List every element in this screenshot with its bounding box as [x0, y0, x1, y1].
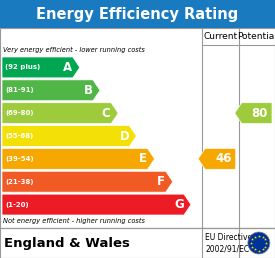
Text: (21-38): (21-38) [5, 179, 34, 185]
Text: EU Directive
2002/91/EC: EU Directive 2002/91/EC [205, 233, 252, 253]
Text: Very energy efficient - lower running costs: Very energy efficient - lower running co… [3, 47, 145, 53]
Polygon shape [2, 103, 118, 124]
Text: England & Wales: England & Wales [4, 237, 130, 249]
Text: F: F [157, 175, 165, 188]
Polygon shape [2, 194, 191, 215]
Text: E: E [139, 152, 147, 165]
Text: Potential: Potential [237, 32, 275, 41]
Polygon shape [2, 126, 136, 147]
Bar [0, 0, 275, 28]
Bar [0, 28, 275, 228]
Text: Not energy efficient - higher running costs: Not energy efficient - higher running co… [3, 218, 145, 224]
Text: G: G [174, 198, 184, 211]
Text: D: D [119, 130, 129, 142]
Polygon shape [198, 148, 236, 169]
Text: (39-54): (39-54) [5, 156, 34, 162]
Polygon shape [2, 80, 100, 101]
Text: (55-68): (55-68) [5, 133, 33, 139]
Text: 80: 80 [252, 107, 268, 120]
Polygon shape [2, 171, 173, 192]
Polygon shape [235, 103, 272, 124]
Text: B: B [84, 84, 92, 97]
Text: C: C [102, 107, 111, 120]
Text: A: A [63, 61, 72, 74]
Polygon shape [2, 57, 80, 78]
Bar [0, 228, 275, 258]
Text: Current: Current [203, 32, 238, 41]
Text: (69-80): (69-80) [5, 110, 34, 116]
Polygon shape [2, 148, 155, 169]
Text: 46: 46 [215, 152, 232, 165]
Text: Energy Efficiency Rating: Energy Efficiency Rating [36, 6, 239, 21]
Text: (92 plus): (92 plus) [5, 64, 40, 70]
Text: (81-91): (81-91) [5, 87, 34, 93]
Text: (1-20): (1-20) [5, 201, 29, 208]
Circle shape [248, 232, 270, 254]
